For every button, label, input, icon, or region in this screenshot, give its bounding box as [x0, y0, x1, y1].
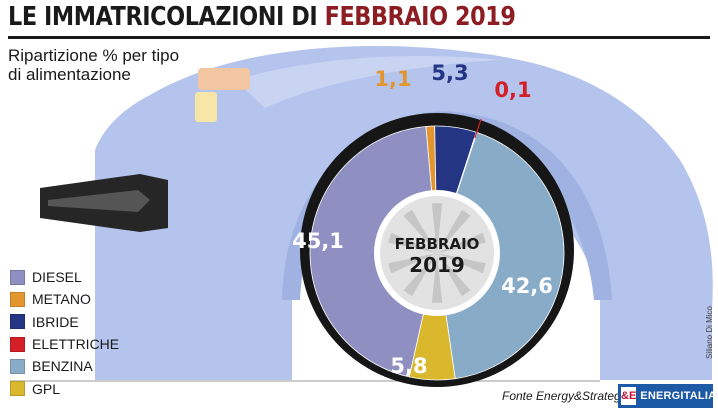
value-label-elettriche: 0,1: [494, 78, 531, 102]
subtitle-line1: Ripartizione % per tipo: [8, 46, 180, 65]
hub-spokes: [388, 203, 486, 303]
legend-swatch: [10, 336, 25, 352]
legend-swatch: [10, 314, 25, 330]
legend-label: IBRIDE: [32, 313, 79, 330]
legend-item-metano: METANO: [10, 288, 119, 310]
center-label-month: FEBBRAIO: [395, 235, 480, 253]
side-indicator: [195, 92, 217, 122]
legend-swatch: [10, 358, 25, 374]
hub-spoke: [437, 253, 471, 297]
hub-spoke: [437, 253, 486, 274]
car-body: [95, 45, 713, 380]
hub-spoke: [403, 209, 437, 253]
value-label-ibride: 5,3: [431, 61, 468, 85]
legend-label: GPL: [32, 380, 61, 397]
legend-label: BENZINA: [32, 358, 93, 375]
legend-label: METANO: [32, 291, 91, 308]
car-highlight: [235, 56, 500, 108]
legend-label: ELETTRICHE: [32, 336, 120, 353]
value-label-benzina: 42,6: [501, 274, 553, 298]
pie-value-labels: 1,1 5,3 0,1 42,6 5,8 45,1: [292, 61, 553, 378]
legend-item-benzina: BENZINA: [10, 355, 119, 377]
brand-logo-icon: &E: [621, 387, 637, 405]
subtitle: Ripartizione % per tipo di alimentazione: [8, 46, 179, 84]
center-label-year: 2019: [409, 253, 465, 277]
hub-spoke: [431, 203, 443, 253]
value-label-diesel: 45,1: [292, 229, 344, 253]
value-label-metano: 1,1: [374, 67, 411, 91]
title-rule: [8, 36, 710, 39]
hub-spoke: [437, 209, 471, 253]
pie-slice-diesel: [309, 126, 438, 378]
subtitle-line2: di alimentazione: [8, 65, 131, 84]
page-title: LE IMMATRICOLAZIONI DI FEBBRAIO 2019: [8, 2, 516, 32]
hub-spoke: [388, 232, 437, 253]
side-marker-light: [198, 68, 250, 90]
brand-name: ENERGITALIA: [640, 390, 717, 402]
legend-item-elettriche: ELETTRICHE: [10, 333, 119, 355]
legend: DIESEL METANO IBRIDE ELETTRICHE BENZINA GPL: [10, 266, 119, 400]
legend-swatch: [10, 269, 25, 285]
hub-spoke: [388, 253, 437, 274]
pie-slice-benzina: [436, 131, 565, 380]
hub-spoke: [403, 253, 437, 297]
hub-spoke: [431, 253, 443, 303]
legend-item-diesel: DIESEL: [10, 266, 119, 288]
pie-slices: [309, 125, 565, 381]
value-label-gpl: 5,8: [390, 354, 427, 378]
title-accent: FEBBRAIO 2019: [324, 2, 516, 32]
legend-label: DIESEL: [32, 269, 82, 286]
title-main: LE IMMATRICOLAZIONI DI: [8, 2, 325, 32]
source-note: Fonte Energy&Strategy: [502, 389, 627, 403]
bumper-detail: [48, 190, 150, 212]
brand-badge: &E ENERGITALIA: [618, 384, 717, 408]
leader-line-elettriche: [474, 118, 482, 139]
hub: FEBBRAIO 2019: [374, 190, 500, 316]
legend-item-ibride: IBRIDE: [10, 311, 119, 333]
legend-item-gpl: GPL: [10, 377, 119, 399]
author-credit: Siliano Di Mico: [705, 306, 714, 359]
legend-swatch: [10, 381, 25, 397]
hub-spoke: [437, 232, 486, 253]
legend-swatch: [10, 291, 25, 307]
